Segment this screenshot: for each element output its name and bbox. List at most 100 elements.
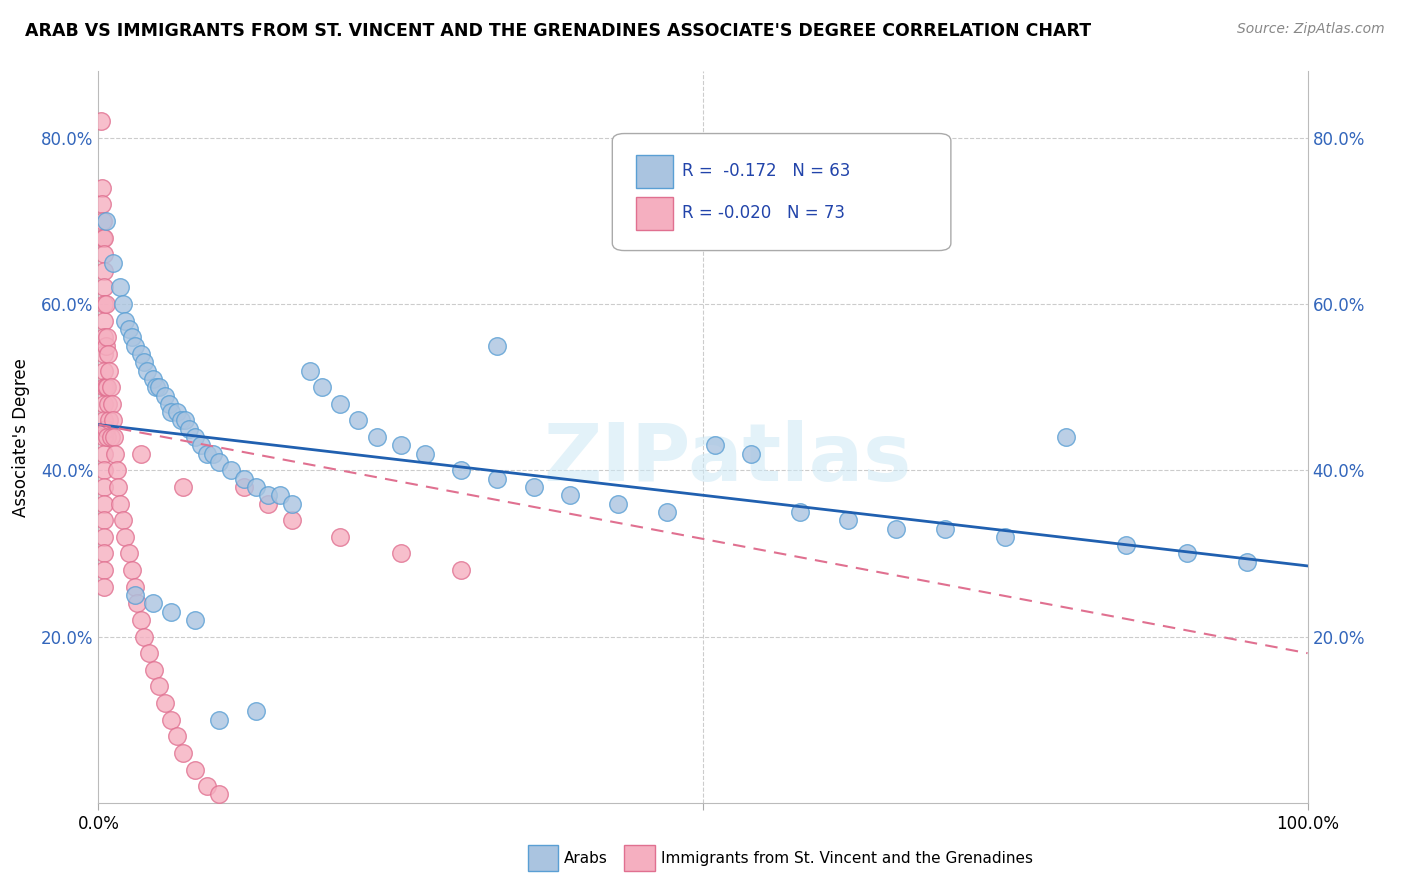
Point (202, 447, 225, 461)
Point (413, 447, 436, 461)
Point (100, 430, 122, 444)
Point (138, 646, 160, 660)
Point (107, 480, 129, 494)
Point (94, 214, 117, 228)
Point (208, 713, 231, 727)
Point (486, 472, 509, 486)
Point (179, 422, 201, 436)
Point (1175, 546, 1198, 560)
Bar (624, 846, 655, 871)
Point (232, 480, 254, 494)
Point (96, 330, 118, 344)
Text: R =  -0.172   N = 63: R = -0.172 N = 63 (682, 161, 851, 180)
Point (208, 455, 231, 469)
Point (108, 497, 131, 511)
Point (98, 413, 121, 427)
Point (93, 413, 115, 427)
Point (108, 280, 131, 294)
Point (93, 230, 115, 244)
Point (98, 363, 121, 377)
Point (311, 380, 333, 394)
Bar (637, 155, 672, 188)
Point (93, 280, 115, 294)
Point (245, 480, 267, 494)
Point (91, 180, 114, 194)
Point (142, 596, 165, 610)
Point (450, 463, 472, 477)
Text: Source: ZipAtlas.com: Source: ZipAtlas.com (1237, 22, 1385, 37)
Point (97, 397, 120, 411)
Text: ZIPatlas: ZIPatlas (543, 420, 911, 498)
Point (934, 521, 956, 535)
Point (195, 779, 218, 793)
Point (135, 363, 157, 377)
Point (143, 663, 166, 677)
Point (1054, 430, 1077, 444)
Point (93, 347, 115, 361)
Point (93, 563, 115, 577)
Point (450, 563, 472, 577)
Point (134, 355, 156, 369)
Point (121, 330, 143, 344)
Point (118, 546, 141, 560)
Point (157, 397, 180, 411)
Point (166, 405, 188, 419)
Point (166, 729, 188, 743)
Point (94, 338, 117, 352)
Text: ARAB VS IMMIGRANTS FROM ST. VINCENT AND THE GRENADINES ASSOCIATE'S DEGREE CORREL: ARAB VS IMMIGRANTS FROM ST. VINCENT AND … (25, 22, 1091, 40)
FancyBboxPatch shape (613, 134, 950, 251)
Point (94, 380, 117, 394)
Y-axis label: Associate's Degree: Associate's Degree (11, 358, 30, 516)
Point (114, 314, 136, 328)
Point (105, 463, 128, 477)
Point (329, 530, 352, 544)
Point (886, 521, 908, 535)
Point (190, 438, 212, 452)
Point (94, 297, 117, 311)
Point (153, 388, 176, 402)
Point (172, 480, 194, 494)
Point (93, 297, 115, 311)
Point (129, 613, 152, 627)
Point (121, 563, 143, 577)
Point (93, 480, 115, 494)
Text: Arabs: Arabs (564, 851, 607, 866)
Point (93, 546, 115, 560)
Point (100, 380, 122, 394)
Bar (527, 846, 558, 871)
Point (129, 447, 152, 461)
Point (160, 713, 183, 727)
Point (111, 513, 134, 527)
Point (145, 380, 167, 394)
Point (607, 497, 630, 511)
Point (172, 746, 194, 760)
Point (195, 447, 218, 461)
Point (148, 680, 170, 694)
Point (184, 613, 207, 627)
Bar (637, 197, 672, 230)
Text: Immigrants from St. Vincent and the Grenadines: Immigrants from St. Vincent and the Gren… (661, 851, 1032, 866)
Point (269, 488, 291, 502)
Point (245, 705, 267, 719)
Point (134, 630, 156, 644)
Point (93, 330, 115, 344)
Point (389, 546, 412, 560)
Point (1236, 555, 1258, 569)
Point (93, 463, 115, 477)
Point (208, 788, 231, 802)
Point (174, 413, 197, 427)
Point (94, 422, 117, 436)
Point (124, 338, 146, 352)
Point (114, 530, 136, 544)
Point (232, 472, 254, 486)
Point (91, 197, 114, 211)
Point (142, 372, 165, 386)
Point (160, 605, 183, 619)
Point (91, 230, 114, 244)
Point (1115, 538, 1137, 552)
Point (124, 588, 146, 602)
Point (93, 264, 115, 278)
Point (221, 463, 243, 477)
Point (160, 405, 183, 419)
Point (129, 347, 152, 361)
